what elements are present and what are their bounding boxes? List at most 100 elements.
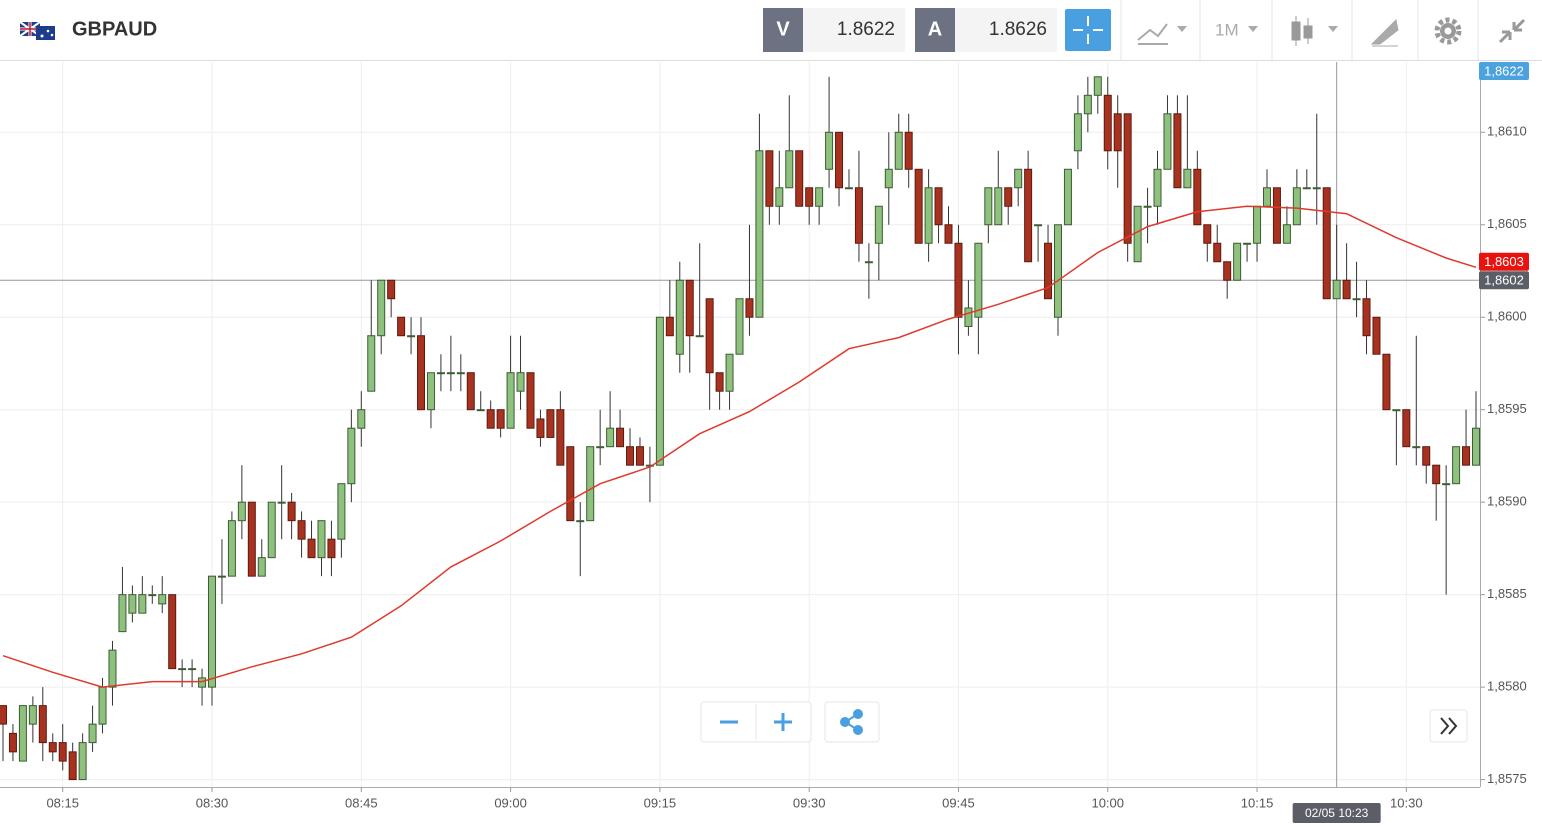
candle-body	[267, 501, 276, 559]
candle-body	[626, 446, 635, 466]
candle-body	[606, 427, 615, 448]
candle-body	[964, 307, 973, 327]
zoom-in[interactable]	[774, 713, 792, 731]
x-tick-label: 09:45	[942, 795, 975, 810]
candle-body	[844, 187, 853, 190]
candle-body	[48, 742, 57, 753]
candle-body	[1392, 409, 1401, 412]
candle-body	[118, 594, 127, 633]
share-box	[824, 701, 880, 743]
candle-body	[1143, 205, 1152, 208]
collapse-icon[interactable]	[1498, 18, 1526, 44]
candle-body	[974, 242, 983, 318]
candle-body	[1213, 242, 1222, 263]
ask-label-box	[915, 8, 955, 52]
draw-icon[interactable]	[1370, 18, 1399, 47]
flag-icon	[19, 21, 55, 40]
chart-type-icon[interactable]	[1137, 23, 1168, 45]
candle-body	[496, 409, 505, 429]
candle-body	[1223, 261, 1232, 281]
candle-body	[755, 150, 764, 318]
y-tick-label: 1,8575	[1487, 771, 1527, 786]
candle-body	[1462, 446, 1471, 466]
crosshair-y-tag	[1479, 271, 1529, 290]
candle-body	[1183, 168, 1192, 189]
timeframe[interactable]: 1M	[1215, 20, 1239, 39]
candle-body	[227, 520, 236, 577]
candle-body	[655, 316, 664, 466]
candle-body	[1083, 94, 1092, 115]
candle-body	[675, 279, 684, 355]
candle-body	[387, 279, 396, 300]
candle-body	[168, 594, 177, 670]
moving-average	[2, 205, 1477, 688]
candle-body	[297, 520, 306, 540]
candle-body	[397, 316, 406, 337]
x-tick-label: 08:15	[46, 795, 79, 810]
candle-body	[944, 224, 953, 244]
ask-box[interactable]	[955, 8, 1057, 52]
dropdown-arrow	[1248, 26, 1258, 32]
candle-body	[1442, 483, 1451, 486]
x-tick-label: 10:00	[1091, 795, 1124, 810]
candle-body	[1452, 446, 1461, 485]
candle-body	[1004, 187, 1013, 207]
settings-icon[interactable]	[1434, 17, 1462, 45]
candle-icon[interactable]	[1291, 16, 1313, 46]
candle-body	[1034, 224, 1043, 227]
candle-body	[725, 353, 734, 392]
candle-body	[566, 446, 575, 522]
candle-body	[864, 261, 873, 264]
ask-price: 1.8626	[989, 19, 1047, 40]
bid-box[interactable]	[803, 8, 905, 52]
candle-body	[1412, 446, 1421, 449]
candle-body	[954, 242, 963, 318]
candle-body	[1302, 187, 1311, 190]
candle-body	[417, 335, 426, 411]
candle-body	[88, 723, 97, 744]
candle-body	[1024, 168, 1033, 263]
candle-body	[1262, 187, 1271, 207]
candle-body	[68, 751, 77, 781]
crosshair-icon	[1073, 16, 1103, 44]
candle-body	[536, 418, 545, 438]
candle-body	[1073, 113, 1082, 152]
candle-body	[735, 298, 744, 355]
price-tag	[1479, 252, 1529, 271]
crosshair-button[interactable]	[1065, 9, 1111, 51]
candle-body	[1332, 279, 1341, 300]
candle-body	[1123, 113, 1132, 244]
candle-body	[984, 187, 993, 226]
candle-body	[198, 677, 207, 688]
candle-body	[596, 446, 605, 449]
candle-body	[158, 594, 167, 605]
candle-body	[516, 372, 525, 392]
candle-body	[377, 279, 386, 337]
candle-body	[825, 131, 834, 170]
candle-body	[58, 742, 67, 762]
candle-body	[526, 372, 535, 429]
dropdown-arrow	[1177, 26, 1187, 32]
scroll-end[interactable]	[1440, 717, 1458, 735]
candle-body	[287, 501, 296, 522]
candle-body	[456, 372, 465, 375]
candle-body	[1093, 76, 1102, 96]
candle-body	[815, 187, 824, 207]
candle-body	[1113, 113, 1122, 152]
candle-body	[665, 316, 674, 337]
candle-body	[327, 538, 336, 559]
y-tick-label: 1,8580	[1487, 679, 1527, 694]
candle-body	[1352, 298, 1361, 301]
crosshair-x-tag	[1292, 803, 1381, 823]
candle-body	[317, 520, 326, 559]
candle-body	[1382, 353, 1391, 411]
candle-body	[1233, 242, 1242, 281]
candle-body	[1292, 187, 1301, 226]
candle-body	[38, 705, 47, 744]
candle-body	[347, 427, 356, 485]
x-tick-label: 10:30	[1390, 795, 1423, 810]
candle-body	[407, 335, 416, 338]
header: GBPAUD V 1.8622 A 1.8626 1M	[0, 0, 1542, 61]
bid-price: 1.8622	[837, 19, 895, 40]
share-button[interactable]	[840, 709, 863, 735]
